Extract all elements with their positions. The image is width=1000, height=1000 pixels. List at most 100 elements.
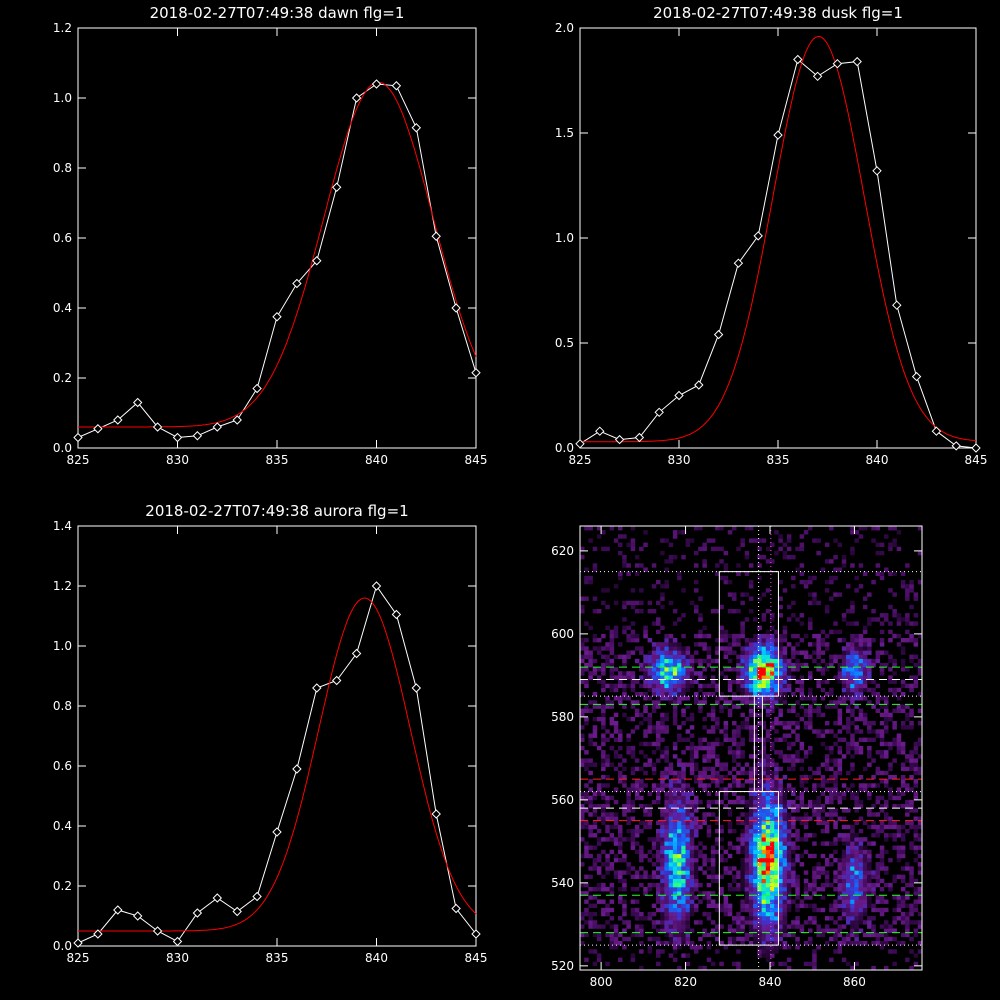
heatmap-cell <box>601 633 606 639</box>
heatmap-cell <box>913 642 919 647</box>
heatmap-cell <box>694 833 699 838</box>
heatmap-cell <box>744 866 750 871</box>
heatmap-cell <box>651 741 657 747</box>
heatmap-cell <box>685 924 691 929</box>
heatmap-cell <box>871 965 876 971</box>
heatmap-cell <box>618 534 623 539</box>
heatmap-cell <box>609 899 615 904</box>
heatmap-cell <box>913 683 919 689</box>
heatmap-cell <box>647 874 653 879</box>
heatmap-cell <box>812 841 817 846</box>
heatmap-cell <box>905 828 910 834</box>
heatmap-cell <box>875 824 881 830</box>
heatmap-cell <box>884 804 889 809</box>
heatmap-cell <box>774 654 779 659</box>
heatmap-cell <box>778 837 783 842</box>
heatmap-cell <box>685 538 691 543</box>
heatmap-cell <box>808 621 813 626</box>
heatmap-cell <box>639 795 644 801</box>
heatmap-cell <box>723 804 729 809</box>
heatmap-cell <box>601 907 606 913</box>
heatmap-cell <box>888 787 893 792</box>
heatmap-cell <box>677 658 682 664</box>
heatmap-cell <box>664 687 669 693</box>
heatmap-cell <box>761 795 767 801</box>
heatmap-cell <box>816 862 821 867</box>
heatmap-cell <box>875 833 881 838</box>
heatmap-cell <box>672 907 678 913</box>
heatmap-cell <box>757 692 762 697</box>
heatmap-cell <box>803 941 809 946</box>
heatmap-cell <box>803 654 809 659</box>
heatmap-cell <box>774 882 779 888</box>
heatmap-cell <box>681 766 686 772</box>
heatmap-cell <box>732 779 737 784</box>
heatmap-cell <box>689 833 695 838</box>
heatmap-cell <box>643 667 648 672</box>
heatmap-cell <box>736 779 741 784</box>
heatmap-cell <box>656 949 661 954</box>
heatmap-cell <box>858 887 864 892</box>
heatmap-cell <box>761 683 767 689</box>
heatmap-cell <box>816 870 821 875</box>
heatmap-cell <box>584 849 589 855</box>
heatmap-cell <box>909 712 914 718</box>
heatmap-cell <box>833 841 838 846</box>
heatmap-cell <box>846 770 851 776</box>
heatmap-cell <box>871 692 876 697</box>
heatmap-cell <box>816 538 821 543</box>
heatmap-cell <box>829 704 834 709</box>
heatmap-cell <box>698 891 703 896</box>
heatmap-cell <box>601 766 606 772</box>
plot-frame <box>77 27 477 449</box>
heatmap-cell <box>879 862 885 867</box>
heatmap-cell <box>782 895 788 900</box>
heatmap-cell <box>854 692 859 697</box>
heatmap-cell <box>761 820 767 825</box>
heatmap-cell <box>829 579 834 585</box>
heatmap-cell <box>765 787 771 792</box>
heatmap-cell <box>765 804 771 809</box>
heatmap-cell <box>672 932 678 938</box>
heatmap-cell <box>888 858 893 863</box>
heatmap-cell <box>592 609 598 614</box>
heatmap-cell <box>618 775 623 780</box>
heatmap-cell <box>715 928 720 933</box>
heatmap-cell <box>858 650 864 655</box>
heatmap-cell <box>778 604 783 610</box>
plot-title: 2018-02-27T07:49:38 dusk flg=1 <box>653 4 903 22</box>
heatmap-cell <box>753 766 758 772</box>
heatmap-cell <box>639 563 644 568</box>
heatmap-cell <box>808 766 813 772</box>
heatmap-cell <box>596 936 602 942</box>
heatmap-cell <box>626 808 631 813</box>
heatmap-cell <box>584 667 589 672</box>
heatmap-cell <box>782 853 788 859</box>
heatmap-cell <box>782 646 788 651</box>
heatmap-cell <box>774 924 779 929</box>
heatmap-cell <box>854 804 859 809</box>
heatmap-cell <box>816 683 821 689</box>
heatmap-cell <box>626 866 631 871</box>
heatmap-cell <box>761 704 767 709</box>
heatmap-cell <box>685 907 691 913</box>
heatmap-cell <box>744 841 750 846</box>
heatmap-cell <box>618 754 623 759</box>
heatmap-cell <box>808 721 813 726</box>
heatmap-cell <box>698 853 703 859</box>
heatmap-cell <box>727 658 733 664</box>
heatmap-cell <box>698 633 703 639</box>
heatmap-cell <box>824 559 830 564</box>
heatmap-cell <box>884 650 889 655</box>
heatmap-cell <box>791 758 796 763</box>
heatmap-cell <box>846 837 851 842</box>
heatmap-cell <box>786 957 792 962</box>
plot-frame <box>77 525 477 947</box>
heatmap-cell <box>892 907 897 913</box>
heatmap-cell <box>592 932 598 938</box>
heatmap-cell <box>618 733 623 738</box>
heatmap-cell <box>846 858 851 863</box>
heatmap-cell <box>854 799 859 805</box>
heatmap-cell <box>668 799 674 805</box>
heatmap-cell <box>913 920 919 925</box>
